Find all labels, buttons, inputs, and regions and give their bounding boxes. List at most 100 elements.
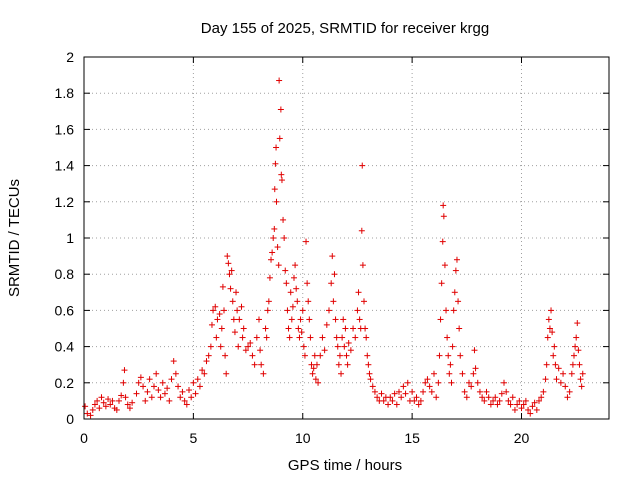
data-point <box>135 379 142 386</box>
data-point <box>579 370 586 377</box>
data-point <box>476 388 483 395</box>
data-point <box>236 316 243 323</box>
data-point <box>96 405 103 412</box>
data-point <box>378 390 385 397</box>
data-point <box>161 390 168 397</box>
data-point <box>470 370 477 377</box>
data-point <box>457 352 464 359</box>
data-point <box>433 394 440 401</box>
data-point <box>207 343 214 350</box>
data-point <box>222 352 229 359</box>
data-point <box>205 352 212 359</box>
data-point <box>343 352 350 359</box>
data-point <box>319 334 326 341</box>
data-point <box>295 325 302 332</box>
data-point <box>428 388 435 395</box>
data-point <box>548 307 555 314</box>
data-point <box>213 334 220 341</box>
data-point <box>422 379 429 386</box>
data-point <box>199 367 206 374</box>
data-point <box>313 361 320 368</box>
data-point <box>263 334 270 341</box>
data-point <box>100 399 107 406</box>
data-point <box>509 394 516 401</box>
data-point <box>196 383 203 390</box>
data-point <box>82 403 89 410</box>
data-point <box>303 238 310 245</box>
data-point <box>266 274 273 281</box>
data-point <box>334 343 341 350</box>
data-point <box>124 401 131 408</box>
data-point <box>223 370 230 377</box>
data-point <box>307 334 314 341</box>
data-point <box>299 307 306 314</box>
data-point <box>317 352 324 359</box>
data-point <box>140 383 147 390</box>
chart-title: Day 155 of 2025, SRMTID for receiver krg… <box>201 20 489 37</box>
data-point <box>240 325 247 332</box>
data-point <box>122 394 129 401</box>
data-point <box>331 271 338 278</box>
data-point <box>456 325 463 332</box>
data-point <box>245 343 252 350</box>
data-point <box>186 387 192 394</box>
y-tick-label: 0.6 <box>55 302 75 318</box>
data-point <box>443 307 450 314</box>
data-point <box>536 397 542 404</box>
data-point <box>531 399 538 406</box>
data-point <box>273 198 280 205</box>
data-point <box>253 334 260 341</box>
data-point <box>121 367 128 374</box>
data-point <box>438 280 445 287</box>
data-point <box>572 343 579 350</box>
data-point <box>431 370 437 377</box>
data-point <box>276 77 283 84</box>
data-point <box>352 334 359 341</box>
data-point <box>415 401 422 408</box>
data-point <box>498 390 505 397</box>
data-point <box>451 289 458 296</box>
data-point <box>234 307 241 314</box>
data-point <box>293 285 300 292</box>
data-point <box>560 370 567 377</box>
data-point <box>546 325 553 332</box>
data-point <box>309 370 316 377</box>
data-point <box>129 399 136 406</box>
data-point <box>448 379 455 386</box>
data-point <box>449 343 456 350</box>
data-point <box>461 388 468 395</box>
data-point <box>142 397 149 404</box>
data-point <box>137 374 144 381</box>
data-point <box>494 401 501 408</box>
data-point <box>420 388 427 395</box>
y-tick-label: 0 <box>66 411 74 427</box>
data-point <box>520 401 527 408</box>
data-point <box>226 271 233 278</box>
data-point <box>335 361 342 368</box>
data-point <box>374 394 381 401</box>
data-point <box>286 334 293 341</box>
data-point <box>214 316 221 323</box>
data-point <box>274 244 281 251</box>
data-point <box>264 307 271 314</box>
data-point <box>385 401 392 408</box>
grid-lines <box>84 57 609 419</box>
data-point <box>371 388 378 395</box>
data-point <box>387 394 394 401</box>
data-point <box>365 361 372 368</box>
data-point <box>471 347 478 354</box>
data-point <box>391 390 398 397</box>
data-point <box>485 394 492 401</box>
data-point <box>413 394 420 401</box>
data-point <box>227 285 234 292</box>
data-point <box>344 361 351 368</box>
data-point <box>166 397 173 404</box>
data-point <box>257 347 264 354</box>
data-point <box>466 379 472 386</box>
data-points <box>82 77 586 419</box>
data-point <box>514 401 521 408</box>
data-point <box>527 410 534 417</box>
data-point <box>109 397 116 404</box>
data-point <box>126 405 133 412</box>
